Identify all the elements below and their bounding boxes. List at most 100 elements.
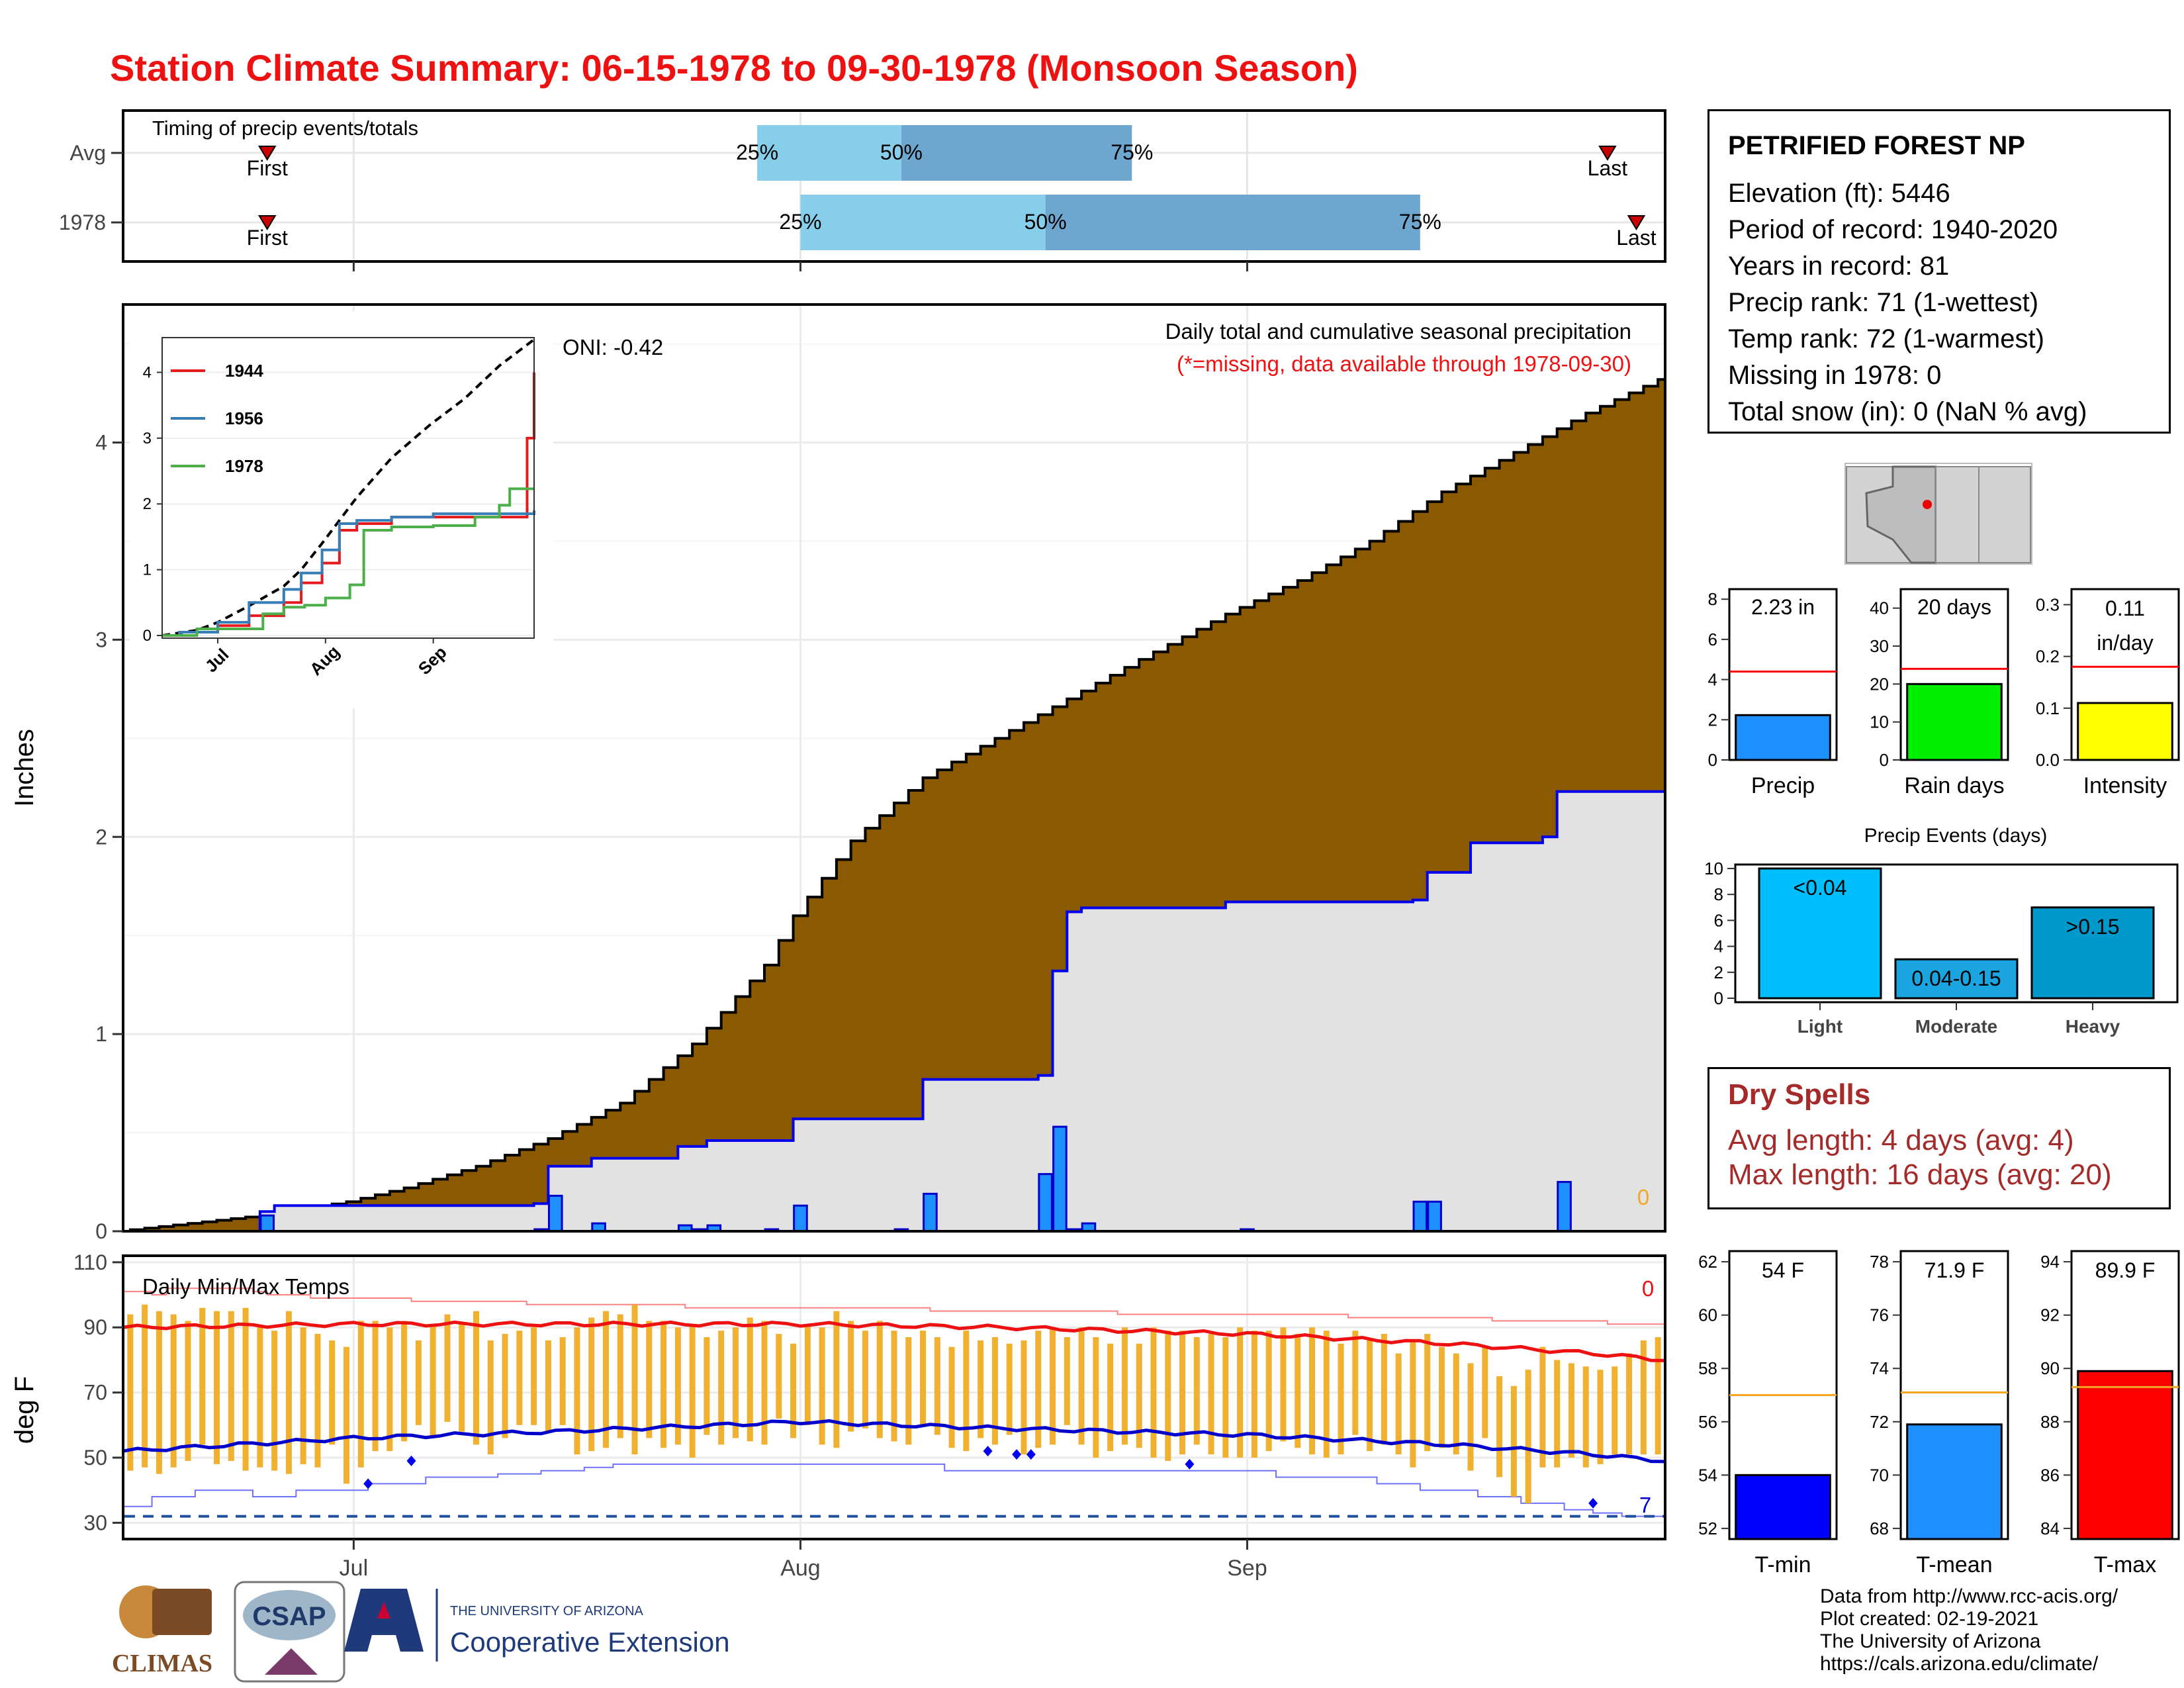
temp-range-bar-76 <box>1222 1336 1229 1458</box>
temp-range-bar-49 <box>833 1311 840 1448</box>
temp-ytick-label-90: 90 <box>83 1315 107 1339</box>
tmax-tick-label-88: 88 <box>2040 1412 2060 1432</box>
inset-frame <box>161 337 535 639</box>
events-tick-label-10: 10 <box>1704 859 1723 878</box>
first-label-1: First <box>247 226 288 250</box>
credit-date: Plot created: 02-19-2021 <box>1820 1608 2039 1630</box>
temp-range-bar-27 <box>516 1331 523 1425</box>
daily-precip-bar-08-01 <box>793 1204 808 1233</box>
rain-days-value-text: 20 days <box>1917 595 1991 619</box>
ua-big-text: Cooperative Extension <box>450 1626 730 1658</box>
events-tick-label-8: 8 <box>1714 884 1723 904</box>
temp-range-bar-95 <box>1496 1376 1503 1477</box>
temp-range-bar-69 <box>1121 1327 1128 1445</box>
intensity-tick-label-3: 0.3 <box>2036 594 2060 614</box>
temp-range-bar-99 <box>1554 1360 1561 1468</box>
temp-range-bar-17 <box>372 1321 379 1452</box>
events-tick-label-6: 6 <box>1714 910 1723 930</box>
inset-ytick-label-4: 4 <box>143 363 152 381</box>
rain-days-label: Rain days <box>1904 773 2004 798</box>
inset-ytick-label-3: 3 <box>143 430 152 447</box>
station-missing: Missing in 1978: 0 <box>1728 361 1942 390</box>
tmean-value-text: 71.9 F <box>1925 1258 1985 1282</box>
tmean-tick-label-68: 68 <box>1870 1519 1889 1538</box>
events-bar-label-heavy: >0.15 <box>2066 915 2120 939</box>
temp-range-bar-39 <box>689 1324 696 1458</box>
temp-range-bar-32 <box>588 1317 595 1452</box>
precip-tick-label-4: 8 <box>1708 589 1717 609</box>
events-bar-label-light: <0.04 <box>1794 876 1847 900</box>
events-category-moderate: Moderate <box>1915 1016 1997 1037</box>
tmean-bar <box>1906 1423 2003 1540</box>
temp-range-bar-93 <box>1467 1363 1474 1471</box>
events-bar-label-moderate: 0.04-0.15 <box>1911 966 2001 990</box>
tmean-tick-label-70: 70 <box>1870 1465 1889 1485</box>
timing-bar-lower-0 <box>757 125 901 181</box>
record-high-line <box>123 1288 1665 1325</box>
events-tick-label-2: 2 <box>1714 962 1723 982</box>
temp-range-bar-62 <box>1021 1340 1027 1455</box>
dry-spells-max: Max length: 16 days (avg: 20) <box>1728 1158 2112 1191</box>
temp-range-bar-16 <box>357 1321 364 1468</box>
temp-range-bar-11 <box>285 1311 292 1474</box>
timing-pct-label-0-0: 25% <box>736 140 778 164</box>
temp-range-bar-3 <box>170 1314 177 1468</box>
precip-tick-label-2: 4 <box>1708 670 1717 690</box>
temp-range-bar-26 <box>502 1334 508 1438</box>
temp-range-bar-78 <box>1251 1331 1257 1458</box>
first-marker-1 <box>257 215 277 230</box>
temp-range-bar-38 <box>674 1327 681 1445</box>
oni-label: ONI: -0.42 <box>563 335 663 359</box>
timing-bar-upper-1 <box>1045 195 1420 250</box>
avg-tmin-line <box>122 1419 1666 1464</box>
temp-range-bar-28 <box>531 1327 537 1425</box>
inset-line-1944 <box>162 372 535 637</box>
temp-range-bar-10 <box>271 1331 278 1471</box>
tmax-value-text: 89.9 F <box>2095 1258 2156 1282</box>
temp-frame <box>122 1254 1666 1540</box>
temp-range-bar-72 <box>1165 1331 1171 1461</box>
intensity-tick-label-0: 0.0 <box>2036 750 2060 770</box>
tmax-label: T-max <box>2094 1552 2156 1577</box>
map-texas <box>1978 466 2031 563</box>
month-label-jul: Jul <box>340 1556 368 1581</box>
daily-precip-bar-09-13 <box>1412 1200 1428 1233</box>
precip-y-label: Inches <box>10 729 39 807</box>
rain-days-bar <box>1906 682 2003 761</box>
timing-row-1978-label: 1978 <box>59 211 106 234</box>
temp-range-bar-18 <box>387 1327 393 1452</box>
temp-range-bar-90 <box>1424 1334 1431 1452</box>
temp-y-axis: 30 50 70 90 110 <box>73 1250 123 1534</box>
precip-note: (*=missing, data available through 1978-… <box>1177 352 1631 376</box>
temp-range-bar-23 <box>459 1324 465 1432</box>
temp-range-bar-66 <box>1078 1327 1085 1445</box>
daily-precip-bar-08-10 <box>923 1192 938 1233</box>
temp-range-bar-7 <box>228 1311 234 1461</box>
ua-block-a <box>344 1589 424 1652</box>
inset-line-1978 <box>162 487 534 637</box>
station-years: Years in record: 81 <box>1728 252 1950 281</box>
station-temp-rank: Temp rank: 72 (1-warmest) <box>1728 324 2044 353</box>
temp-range-bar-98 <box>1539 1346 1546 1468</box>
credit-source: Data from http://www.rcc-acis.org/ <box>1820 1585 2118 1607</box>
temp-range-bar-97 <box>1525 1370 1531 1503</box>
tmax-tick-label-94: 94 <box>2040 1252 2060 1272</box>
temp-range-bar-94 <box>1482 1346 1488 1438</box>
temp-range-bar-6 <box>214 1311 220 1464</box>
intensity-label: Intensity <box>2083 773 2167 798</box>
timing-pct-label-1-1: 50% <box>1024 210 1067 234</box>
daily-precip-bar-08-18 <box>1038 1173 1053 1233</box>
timing-bar-lower-1 <box>800 195 1046 250</box>
temp-label: Daily Min/Max Temps <box>142 1274 349 1299</box>
precip-header: Daily total and cumulative seasonal prec… <box>1165 319 1631 344</box>
first-label-0: First <box>247 156 288 180</box>
temp-range-bar-4 <box>185 1321 191 1461</box>
inset-grid <box>162 371 534 636</box>
temp-range-bar-8 <box>242 1307 249 1471</box>
temp-range-bar-14 <box>329 1340 336 1445</box>
temp-range-bar-63 <box>1035 1331 1042 1448</box>
tmin-tick-label-52: 52 <box>1698 1519 1717 1538</box>
temp-range-bar-24 <box>473 1311 480 1445</box>
temp-range-bar-13 <box>314 1334 321 1468</box>
ua-logo: THE UNIVERSITY OF ARIZONA Cooperative Ex… <box>344 1589 730 1662</box>
